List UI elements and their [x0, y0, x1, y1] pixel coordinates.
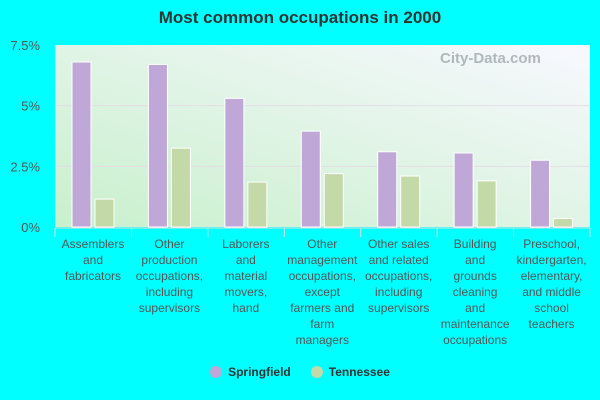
bar-tennessee	[170, 147, 191, 228]
y-tick-label: 7.5%	[10, 38, 40, 53]
x-label-line: farm	[310, 317, 335, 331]
bar-springfield	[300, 130, 321, 228]
x-tick-label: Preschool, kindergarten, elementary, and mi…	[513, 236, 591, 332]
x-label-line: occupations	[443, 333, 508, 347]
x-label-line: material	[224, 269, 268, 283]
x-label-line: teachers	[528, 317, 575, 331]
bar-tennessee	[400, 175, 421, 228]
x-label-line: including	[375, 285, 423, 299]
x-label-line: and	[235, 253, 256, 267]
x-label-line: maintenance	[440, 317, 510, 331]
bar-springfield	[224, 97, 245, 228]
y-tick-label: 0%	[21, 220, 40, 235]
bar-springfield	[453, 152, 474, 228]
x-label-line: management	[287, 253, 358, 267]
x-label-line: Preschool,	[523, 237, 580, 251]
x-tick-label: Building and grounds cleaning and maintenance…	[436, 236, 514, 348]
x-label-line: production	[141, 253, 198, 267]
x-label-line: and	[82, 253, 104, 267]
x-tick-label: Assemblers and fabricators	[54, 236, 132, 284]
x-label-line: and middle	[522, 285, 581, 299]
x-label-line: Laborers	[222, 237, 270, 251]
legend-label: Tennessee	[328, 365, 390, 379]
x-label-line: elementary,	[520, 269, 583, 283]
legend-item-tennessee: Tennessee	[310, 365, 390, 379]
bar-tennessee	[94, 198, 115, 228]
watermark: City-Data.com	[440, 50, 541, 67]
x-label-line: including	[145, 285, 194, 299]
legend-swatch	[210, 366, 223, 378]
x-label-line: fabricators	[64, 269, 122, 283]
legend: Springfield Tennessee	[0, 365, 600, 381]
x-label-line: farmers and	[290, 301, 355, 315]
x-label-line: Other sales	[368, 237, 430, 251]
bar-springfield	[147, 63, 168, 228]
x-label-line: except	[304, 285, 340, 299]
x-tick-label: Other sales and related occupations, includ…	[360, 236, 438, 316]
x-label-line: Assemblers	[61, 237, 125, 251]
x-tick-label: Laborers and material movers, hand	[207, 236, 285, 316]
x-label-line: supervisors	[368, 301, 430, 315]
x-label-line: and related	[368, 253, 429, 267]
x-tick-label: Other production occupations, including supe…	[130, 236, 208, 316]
y-tick-label: 2.5%	[10, 159, 40, 174]
legend-item-springfield: Springfield	[210, 365, 291, 379]
x-label-line: occupations,	[288, 269, 356, 283]
x-label-line: cleaning	[452, 285, 498, 299]
x-label-line: hand	[232, 301, 260, 315]
x-label-line: occupations,	[365, 269, 433, 283]
x-label-line: occupations,	[135, 269, 204, 283]
x-tick-label: Other management occupations, except farmers…	[283, 236, 361, 348]
plot-area	[55, 45, 590, 227]
x-label-line: and	[465, 301, 486, 315]
x-label-line: Other	[307, 237, 338, 251]
x-label-line: and	[465, 253, 486, 267]
x-label-line: movers,	[224, 285, 268, 299]
x-label-line: school	[534, 301, 569, 315]
bar-tennessee	[476, 180, 497, 228]
bar-tennessee	[323, 173, 344, 228]
bar-springfield	[530, 159, 551, 228]
bar-springfield	[377, 151, 398, 228]
y-tick-label: 5%	[21, 99, 40, 114]
legend-swatch	[310, 366, 323, 378]
x-label-line: supervisors	[138, 301, 201, 315]
legend-label: Springfield	[228, 365, 291, 379]
bar-tennessee	[553, 218, 574, 228]
x-label-line: Building	[453, 237, 497, 251]
bar-springfield	[71, 61, 92, 228]
x-label-line: kindergarten,	[516, 253, 587, 267]
x-label-line: Other	[154, 237, 185, 251]
chart-title: Most common occupations in 2000	[158, 8, 442, 27]
x-label-line: grounds	[453, 269, 497, 283]
bar-tennessee	[247, 181, 268, 228]
x-label-line: managers	[295, 333, 349, 347]
